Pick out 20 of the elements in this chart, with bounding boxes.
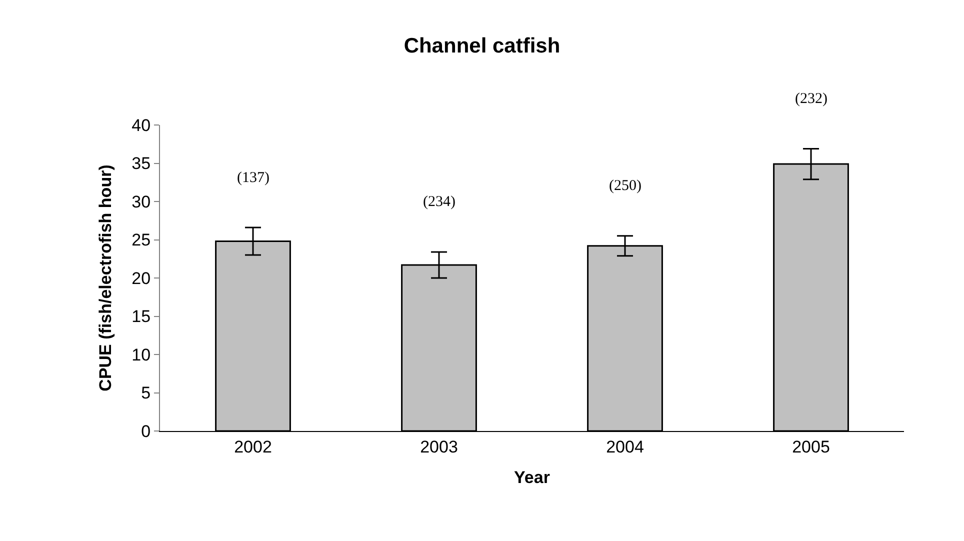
x-axis-title: Year <box>514 468 550 487</box>
text: (232) <box>795 91 828 107</box>
y-tick-label: 30 <box>132 192 151 212</box>
annotation: (250) <box>609 178 642 194</box>
chart-title: Channel catfish <box>404 34 560 58</box>
y-tick-label: 0 <box>141 422 151 441</box>
x-tick-label: 2002 <box>234 437 272 456</box>
y-tick-label: 10 <box>132 345 151 364</box>
x-tick-label: 2004 <box>606 437 644 456</box>
y-axis-title: CPUE (fish/electrofish hour) <box>96 164 116 392</box>
y-tick-label: 25 <box>132 230 151 250</box>
y-tick-label: 35 <box>132 154 151 174</box>
x-tick-label: 2005 <box>792 437 830 456</box>
annotation: (234) <box>423 194 456 210</box>
y-tick-label: 20 <box>132 268 151 288</box>
annotation: (137) <box>237 170 270 186</box>
y-tick-label: 5 <box>141 384 151 403</box>
y-tick-label: 40 <box>132 116 151 135</box>
x-tick-label: 2003 <box>420 437 458 456</box>
y-tick-label: 15 <box>132 307 151 326</box>
